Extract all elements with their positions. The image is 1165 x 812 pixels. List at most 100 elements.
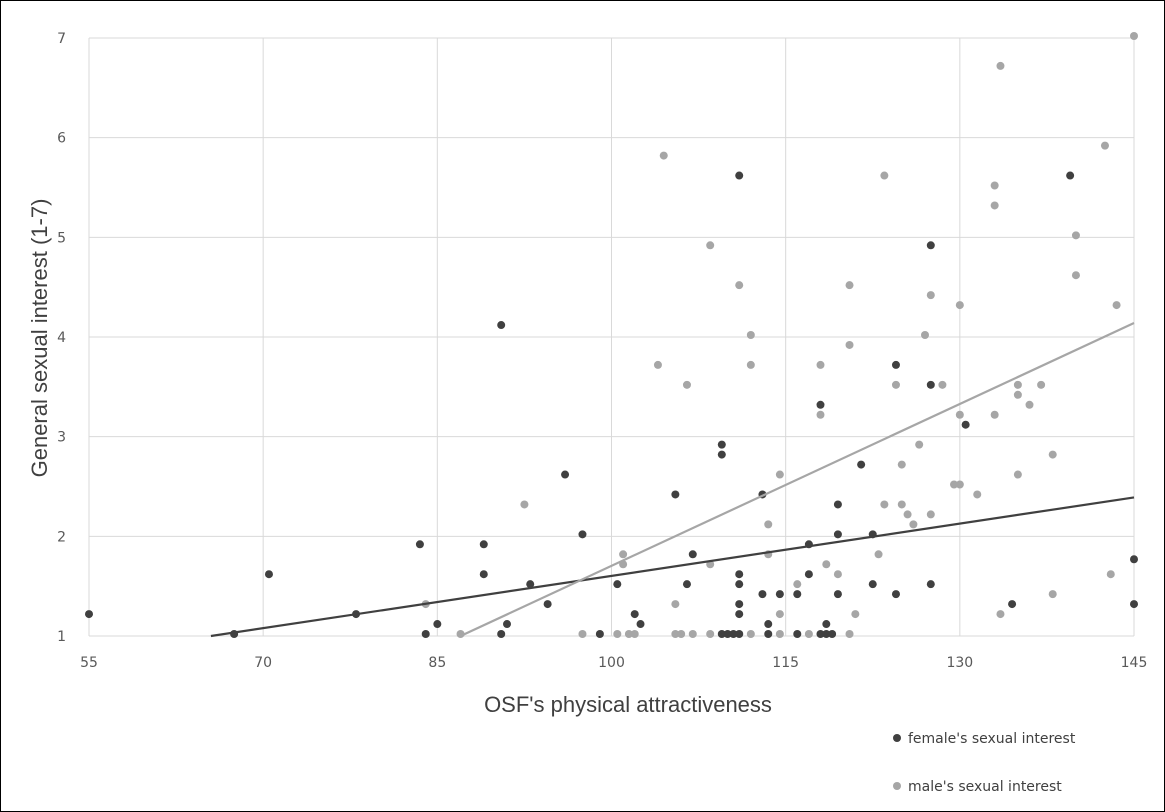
- point-series1-54: [955, 480, 964, 489]
- point-series0-0: [85, 610, 93, 619]
- point-series0-26: [723, 630, 732, 639]
- point-series1-71: [1106, 570, 1115, 579]
- y-tick-label-2: 2: [57, 529, 66, 545]
- point-series1-69: [1071, 271, 1080, 280]
- point-series1-51: [950, 480, 959, 489]
- point-series1-27: [775, 630, 784, 639]
- y-tick-label-1: 1: [57, 629, 66, 645]
- point-series0-62: [1130, 555, 1138, 564]
- point-series0-50: [833, 590, 842, 599]
- legend-swatch-male: [893, 782, 901, 790]
- point-series1-23: [764, 520, 773, 529]
- point-series1-10: [659, 151, 668, 160]
- point-series1-22: [746, 630, 755, 639]
- point-series1-16: [706, 241, 715, 250]
- point-series1-41: [891, 380, 900, 389]
- point-series0-37: [764, 630, 773, 639]
- point-series1-37: [851, 610, 860, 619]
- point-series1-62: [1013, 390, 1022, 399]
- point-series0-9: [497, 321, 506, 330]
- x-tick-label-85: 85: [428, 655, 446, 671]
- point-series1-66: [1048, 450, 1057, 459]
- point-series0-18: [630, 610, 639, 619]
- point-series0-53: [868, 580, 877, 589]
- point-series1-43: [897, 500, 906, 509]
- point-series1-25: [775, 470, 784, 479]
- point-series0-2: [264, 570, 273, 579]
- x-tick-labels: 55 70 85 100 115 130 145: [80, 655, 1147, 671]
- point-series0-46: [822, 630, 831, 639]
- trendline-series1: [460, 322, 1135, 637]
- point-series1-35: [845, 340, 854, 349]
- y-tick-label-5: 5: [57, 230, 66, 246]
- point-series0-40: [793, 630, 802, 639]
- point-series1-46: [915, 440, 924, 449]
- x-tick-label-100: 100: [598, 655, 625, 671]
- point-series1-56: [990, 201, 999, 210]
- point-series1-9: [653, 360, 662, 369]
- trendline-series0: [210, 496, 1135, 638]
- x-tick-label-70: 70: [254, 655, 272, 671]
- point-series1-21: [746, 360, 755, 369]
- point-series1-70: [1100, 141, 1109, 150]
- point-series1-12: [671, 630, 680, 639]
- point-series1-32: [822, 560, 831, 569]
- point-series0-48: [833, 500, 842, 509]
- point-series1-2: [520, 500, 529, 509]
- point-series1-73: [1130, 32, 1138, 41]
- point-series0-15: [578, 530, 587, 539]
- point-series1-48: [926, 291, 935, 300]
- point-series1-19: [735, 281, 744, 290]
- point-series0-56: [926, 241, 935, 250]
- y-tick-label-7: 7: [57, 31, 66, 47]
- point-series1-33: [833, 570, 842, 579]
- point-series1-31: [816, 410, 825, 419]
- point-series1-20: [746, 331, 755, 340]
- point-series0-4: [415, 540, 424, 549]
- point-series0-30: [735, 580, 744, 589]
- point-series1-11: [671, 600, 680, 609]
- point-series0-58: [926, 580, 935, 589]
- point-series0-60: [1008, 600, 1017, 609]
- point-series0-45: [822, 620, 831, 629]
- point-series0-39: [793, 590, 802, 599]
- point-series1-39: [880, 171, 889, 180]
- y-tick-label-6: 6: [57, 131, 66, 147]
- point-series1-52: [955, 301, 964, 310]
- point-series1-13: [677, 630, 686, 639]
- point-series0-43: [816, 400, 825, 409]
- point-series0-31: [735, 600, 744, 609]
- point-series0-10: [497, 630, 506, 639]
- point-series1-42: [897, 460, 906, 469]
- point-series1-65: [1037, 380, 1046, 389]
- point-series1-36: [845, 630, 854, 639]
- legend-label-female: female's sexual interest: [908, 731, 1076, 747]
- point-series0-42: [804, 570, 813, 579]
- point-series1-4: [613, 630, 622, 639]
- point-series0-25: [717, 630, 726, 639]
- y-tick-label-4: 4: [57, 330, 66, 346]
- point-series1-57: [990, 181, 999, 190]
- point-series0-49: [833, 530, 842, 539]
- point-series1-49: [926, 510, 935, 519]
- point-series1-67: [1048, 590, 1057, 599]
- point-series0-27: [729, 630, 738, 639]
- point-series0-44: [816, 630, 825, 639]
- point-series0-19: [636, 620, 645, 629]
- point-series0-35: [758, 590, 767, 599]
- point-series1-34: [845, 281, 854, 290]
- point-series0-24: [717, 450, 726, 459]
- point-series1-44: [903, 510, 912, 519]
- point-series1-15: [688, 630, 697, 639]
- point-series1-38: [874, 550, 883, 559]
- point-series1-28: [793, 580, 802, 589]
- point-series0-29: [735, 570, 744, 579]
- point-series1-58: [990, 410, 999, 419]
- point-series1-8: [630, 630, 639, 639]
- point-series0-63: [1130, 600, 1138, 609]
- point-series1-7: [624, 630, 633, 639]
- y-axis-title: General sexual interest (1-7): [27, 199, 52, 478]
- point-series1-60: [996, 610, 1005, 619]
- point-series1-18: [706, 630, 715, 639]
